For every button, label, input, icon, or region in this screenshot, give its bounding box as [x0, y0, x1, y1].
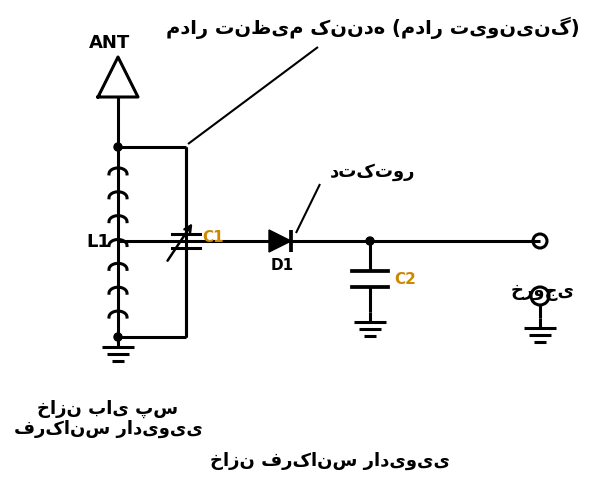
Text: فرکانس رادیویی: فرکانس رادیویی [13, 419, 203, 437]
Circle shape [114, 143, 122, 152]
Text: دتکتور: دتکتور [329, 163, 415, 181]
Text: ANT: ANT [90, 34, 131, 52]
Text: L1: L1 [86, 232, 110, 250]
Text: خروجی: خروجی [511, 283, 575, 301]
Polygon shape [269, 230, 291, 252]
Text: خازن فرکانس رادیویی: خازن فرکانس رادیویی [210, 451, 450, 469]
Text: D1: D1 [270, 258, 293, 272]
Text: C2: C2 [394, 272, 416, 287]
Text: مدار تنظیم کننده (مدار تیونینگ): مدار تنظیم کننده (مدار تیونینگ) [167, 17, 580, 39]
Circle shape [366, 238, 374, 245]
Circle shape [114, 333, 122, 341]
Text: C1: C1 [202, 230, 224, 245]
Text: خازن بای پس: خازن بای پس [37, 399, 179, 417]
